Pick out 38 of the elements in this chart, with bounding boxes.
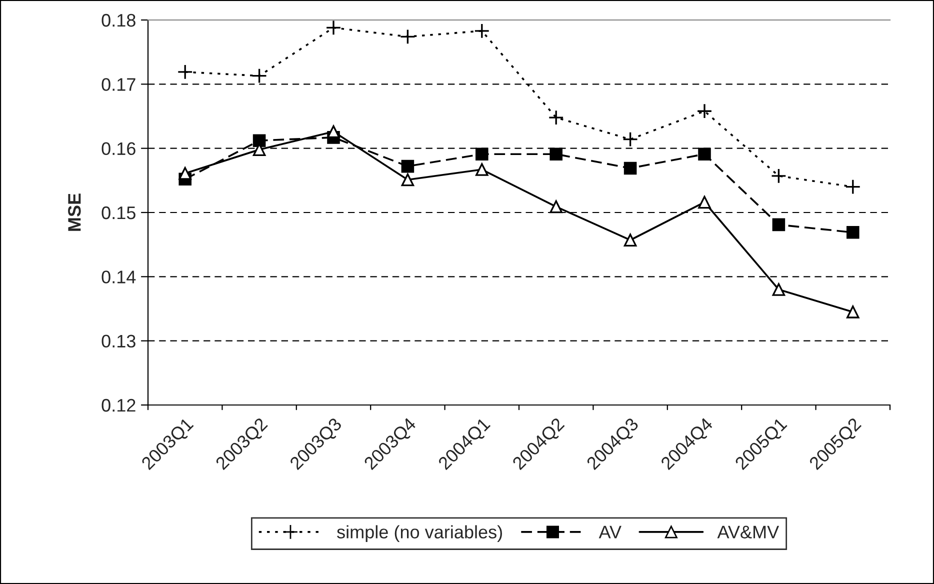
point xyxy=(622,132,638,148)
point xyxy=(474,23,490,39)
point xyxy=(327,125,340,138)
point xyxy=(550,148,562,160)
legend-label: simple (no variables) xyxy=(337,525,502,542)
point xyxy=(476,148,488,160)
point xyxy=(845,179,861,195)
point xyxy=(401,173,414,186)
point xyxy=(772,218,786,232)
point xyxy=(400,28,416,44)
y-tick-label: 0.18 xyxy=(102,14,136,27)
point xyxy=(252,134,266,148)
point xyxy=(401,160,414,173)
point xyxy=(476,163,488,176)
y-tick-label: 0.12 xyxy=(102,398,136,412)
point xyxy=(326,20,342,36)
point xyxy=(846,306,860,318)
point xyxy=(624,162,637,175)
y-tick-label: 0.17 xyxy=(102,78,136,91)
point xyxy=(252,68,268,84)
point xyxy=(178,166,192,180)
point xyxy=(548,110,564,126)
point xyxy=(177,64,193,80)
y-axis-title: MSE xyxy=(68,194,81,231)
legend-label: AV&MV xyxy=(717,526,780,538)
point xyxy=(696,103,712,119)
point xyxy=(624,234,637,246)
point xyxy=(698,196,711,209)
y-tick-label: 0.14 xyxy=(102,270,136,284)
y-tick-label: 0.16 xyxy=(102,142,136,156)
point xyxy=(772,283,786,296)
point xyxy=(698,148,711,160)
point xyxy=(846,226,860,239)
y-tick-label: 0.15 xyxy=(102,206,136,220)
legend-label: AV xyxy=(598,526,622,538)
y-tick-label: 0.13 xyxy=(102,334,136,348)
point xyxy=(550,200,562,214)
point xyxy=(770,168,786,184)
